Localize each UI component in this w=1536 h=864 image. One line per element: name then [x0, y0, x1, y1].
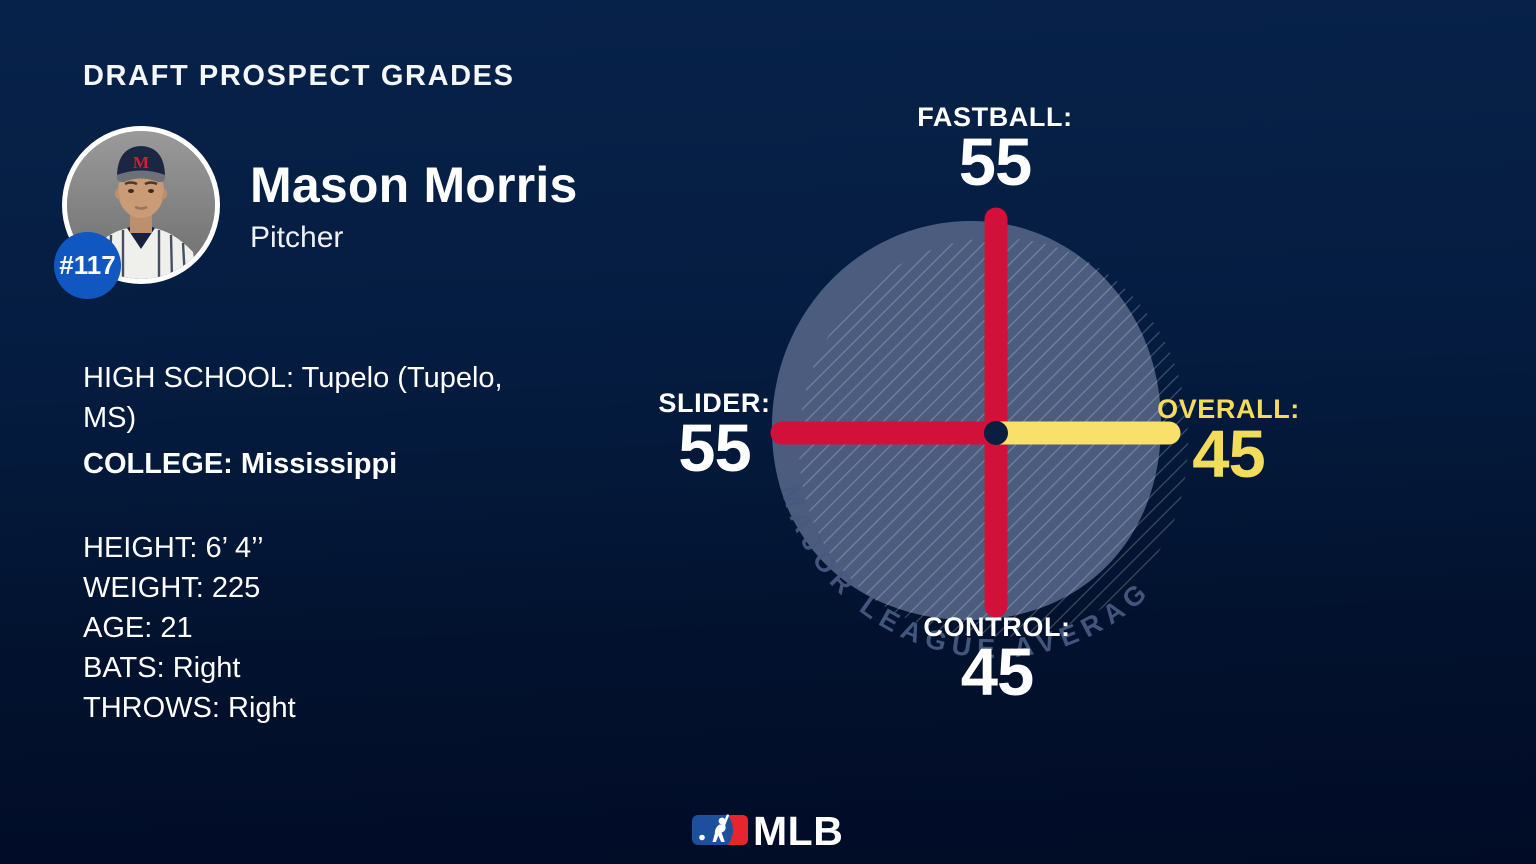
mlb-logo-icon: MLB: [692, 808, 843, 854]
player-position: Pitcher: [250, 221, 344, 254]
draft-rank-text: #117: [59, 250, 116, 280]
grade-bars: [770, 207, 1181, 618]
stat-line-age: AGE: 21: [83, 612, 193, 644]
player-stats: HEIGHT: 6’ 4’’ WEIGHT: 225 AGE: 21 BATS:…: [83, 528, 296, 728]
stat-line-bats: BATS: Right: [83, 652, 241, 684]
brand-footer: MLB: [692, 804, 844, 856]
axis-label-control: CONTROL: 45: [923, 612, 1071, 710]
axis-label-fastball: FASTBALL: 55: [917, 102, 1073, 200]
bar-control: [984, 421, 1008, 618]
stat-line-height: HEIGHT: 6’ 4’’: [83, 532, 264, 564]
center-dot: [984, 421, 1008, 445]
draft-rank-badge: #117: [54, 232, 121, 299]
bar-slider: [770, 421, 1008, 445]
stat-line-weight: WEIGHT: 225: [83, 572, 261, 604]
stat-line-throws: THROWS: Right: [83, 692, 296, 724]
page-title: DRAFT PROSPECT GRADES: [83, 60, 515, 92]
high-school-line: HIGH SCHOOL: Tupelo (Tupelo, MS): [83, 358, 535, 438]
mlb-wordmark: MLB: [753, 808, 843, 854]
axis-label-slider: SLIDER: 55: [658, 388, 771, 486]
axis-label-overall: OVERALL: 45: [1157, 394, 1300, 492]
college-value: Mississippi: [240, 448, 398, 480]
player-schools: HIGH SCHOOL: Tupelo (Tupelo, MS) COLLEGE…: [83, 358, 535, 484]
bar-overall: [984, 421, 1181, 445]
cap-logo: M: [133, 153, 149, 172]
college-label: COLLEGE:: [83, 448, 233, 480]
player-name: Mason Morris: [250, 157, 578, 213]
high-school-label: HIGH SCHOOL:: [83, 362, 295, 394]
high-school-value: Tupelo (Tupelo, MS): [83, 362, 503, 434]
college-line: COLLEGE: Mississippi: [83, 444, 535, 484]
bar-fastball: [984, 207, 1008, 445]
